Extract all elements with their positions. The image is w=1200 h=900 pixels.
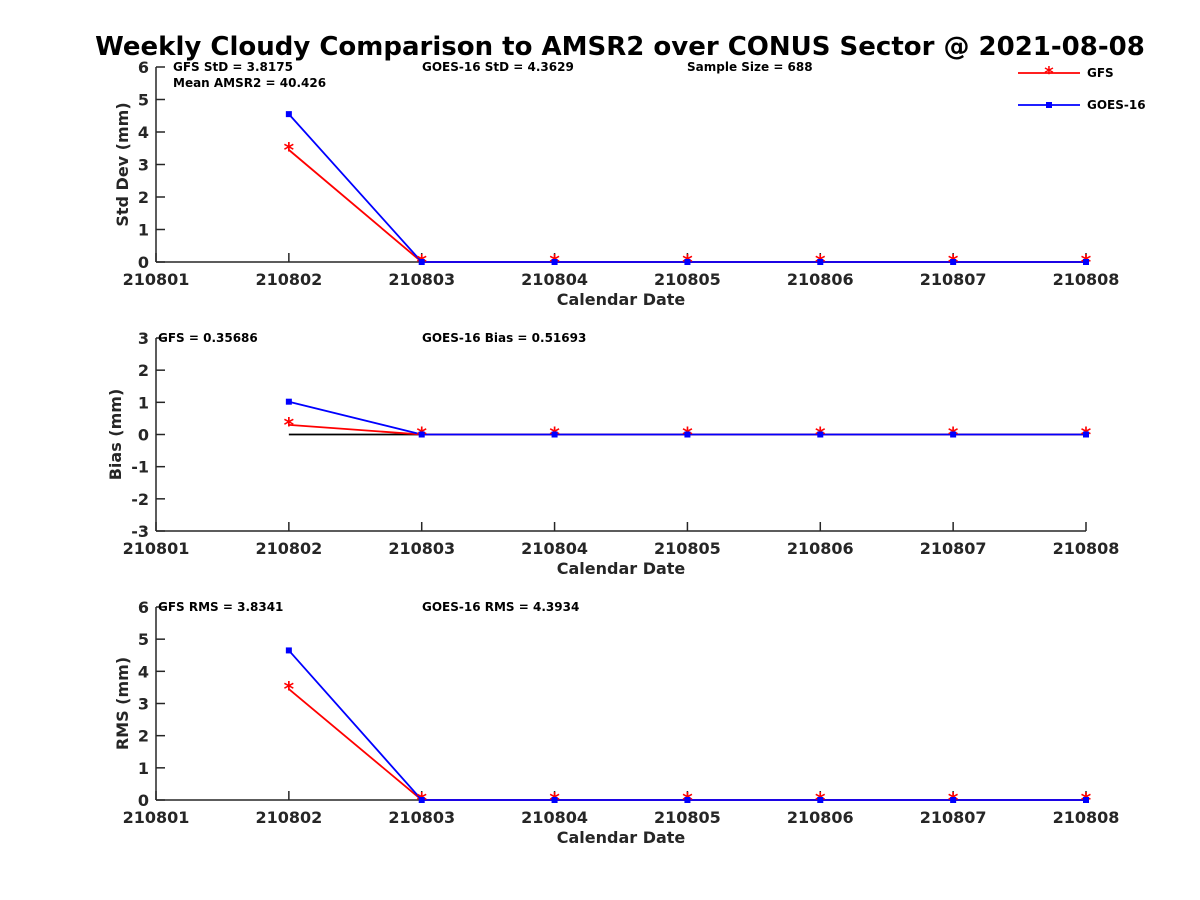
data-point-goes-16 [551, 259, 558, 265]
stat-annotation: Sample Size = 688 [687, 60, 813, 74]
data-point-goes-16 [950, 431, 957, 438]
x-tick-label: 210807 [920, 270, 987, 289]
data-point-goes-16 [684, 797, 691, 803]
x-tick-label: 210802 [255, 270, 322, 289]
data-point-goes-16 [1083, 259, 1089, 265]
std-dev-panel: 210801 210802 210803 210804 210805 210806 2108… [113, 58, 1119, 309]
bias-panel: 210801 210802 210803 210804 210805 210806 2108… [106, 329, 1119, 578]
stat-annotation: GOES-16 Bias = 0.51693 [422, 331, 586, 345]
stat-annotation: GFS RMS = 3.8341 [158, 600, 283, 614]
data-point-gfs: * [284, 413, 295, 437]
y-tick-label: 3 [138, 695, 149, 714]
y-tick-label: 1 [138, 221, 149, 240]
data-point-gfs: * [284, 677, 295, 701]
legend-goes-marker [1046, 102, 1052, 108]
x-tick-label: 210803 [388, 808, 455, 827]
x-axis-label: Calendar Date [557, 828, 686, 847]
x-tick-label: 210806 [787, 539, 854, 558]
stat-annotation: Mean AMSR2 = 40.426 [173, 76, 326, 90]
y-tick-label: 5 [138, 91, 149, 110]
x-tick-label: 210802 [255, 539, 322, 558]
x-tick-label: 210808 [1053, 539, 1120, 558]
data-point-goes-16 [551, 797, 558, 803]
y-tick-label: 2 [138, 727, 149, 746]
series-line-gfs [288, 688, 1086, 801]
data-point-goes-16 [817, 431, 824, 438]
x-tick-label: 210806 [787, 270, 854, 289]
x-tick-label: 210801 [123, 270, 190, 289]
y-axis-label: RMS (mm) [113, 657, 132, 750]
stat-annotation: GFS = 0.35686 [158, 331, 258, 345]
x-tick-label: 210804 [521, 539, 588, 558]
y-tick-label: 0 [138, 791, 149, 810]
data-point-goes-16 [418, 797, 425, 803]
y-tick-label: 2 [138, 188, 149, 207]
data-point-goes-16 [418, 259, 425, 265]
data-point-goes-16 [285, 111, 292, 118]
y-tick-label: 0 [138, 253, 149, 272]
y-tick-label: -1 [131, 458, 149, 477]
x-tick-label: 210804 [521, 270, 588, 289]
x-tick-label: 210808 [1053, 808, 1120, 827]
chart-title: Weekly Cloudy Comparison to AMSR2 over C… [95, 32, 1145, 62]
x-tick-label: 210806 [787, 808, 854, 827]
legend-goes-label: GOES-16 [1087, 98, 1146, 112]
stat-annotation: GFS StD = 3.8175 [173, 60, 293, 74]
y-tick-label: 2 [138, 361, 149, 380]
data-point-goes-16 [684, 431, 691, 438]
y-tick-label: 3 [138, 156, 149, 175]
data-point-goes-16 [285, 398, 292, 405]
legend-gfs-marker: * [1044, 63, 1054, 84]
x-tick-label: 210801 [123, 808, 190, 827]
legend: * GFS GOES-16 [1018, 63, 1146, 112]
data-point-goes-16 [684, 259, 691, 265]
series-line-goes-16 [288, 649, 1086, 801]
x-tick-label: 210804 [521, 808, 588, 827]
series-line-goes-16 [288, 113, 1086, 263]
data-point-goes-16 [551, 431, 558, 438]
x-tick-label: 210805 [654, 270, 721, 289]
data-point-goes-16 [285, 647, 292, 654]
x-tick-label: 210801 [123, 539, 190, 558]
x-tick-label: 210805 [654, 808, 721, 827]
y-tick-label: 4 [138, 662, 149, 681]
data-point-gfs: * [284, 138, 295, 162]
y-tick-label: 3 [138, 329, 149, 348]
y-tick-label: 6 [138, 58, 149, 77]
data-point-goes-16 [950, 797, 957, 803]
y-tick-label: 6 [138, 598, 149, 617]
data-point-goes-16 [1083, 431, 1089, 438]
data-point-goes-16 [418, 431, 425, 438]
y-tick-label: -2 [131, 490, 149, 509]
data-point-goes-16 [817, 259, 824, 265]
series-line-gfs [288, 149, 1086, 263]
x-tick-label: 210805 [654, 539, 721, 558]
y-tick-label: 4 [138, 123, 149, 142]
x-axis-label: Calendar Date [557, 290, 686, 309]
x-axis-label: Calendar Date [557, 559, 686, 578]
x-tick-label: 210802 [255, 808, 322, 827]
x-tick-label: 210808 [1053, 270, 1120, 289]
legend-gfs-label: GFS [1087, 66, 1114, 80]
y-tick-label: 0 [138, 426, 149, 445]
y-tick-label: 5 [138, 630, 149, 649]
data-point-goes-16 [817, 797, 824, 803]
y-axis-label: Std Dev (mm) [113, 102, 132, 226]
y-tick-label: -3 [131, 522, 149, 541]
data-point-goes-16 [1083, 797, 1089, 803]
x-tick-label: 210807 [920, 808, 987, 827]
x-tick-label: 210807 [920, 539, 987, 558]
x-tick-label: 210803 [388, 539, 455, 558]
stat-annotation: GOES-16 StD = 4.3629 [422, 60, 574, 74]
stat-annotation: GOES-16 RMS = 4.3934 [422, 600, 579, 614]
y-tick-label: 1 [138, 759, 149, 778]
y-axis-label: Bias (mm) [106, 389, 125, 481]
rms-panel: 210801 210802 210803 210804 210805 210806 2108… [113, 598, 1119, 847]
x-tick-label: 210803 [388, 270, 455, 289]
y-tick-label: 1 [138, 393, 149, 412]
data-point-goes-16 [950, 259, 957, 265]
